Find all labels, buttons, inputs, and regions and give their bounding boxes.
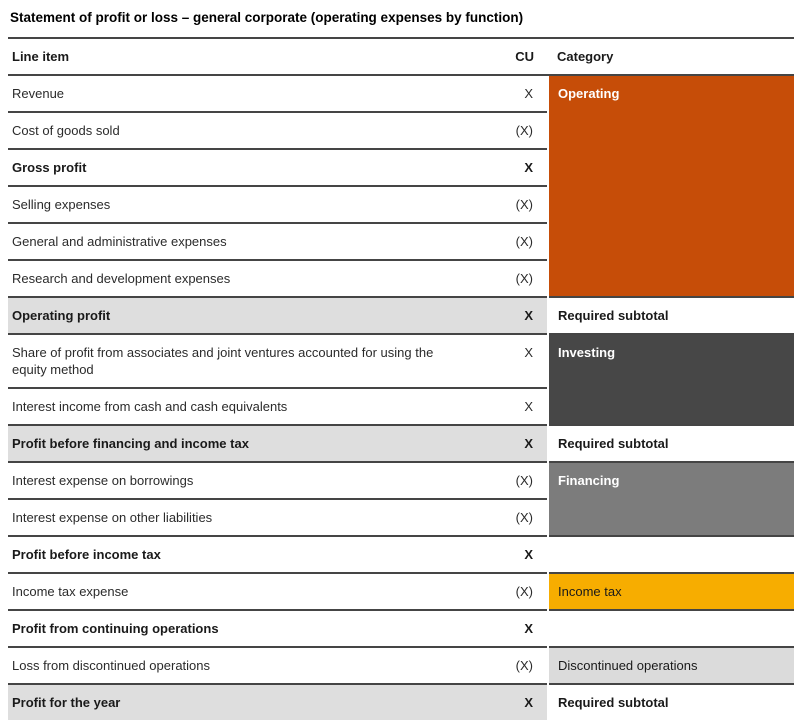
cu-value-cell: (X) xyxy=(472,111,548,149)
line-item-cell: Selling expenses xyxy=(8,185,472,223)
table-row: Income tax expense (X) Income tax xyxy=(8,572,794,610)
line-item-cell: Profit from continuing operations xyxy=(8,609,472,647)
line-item-cell: Interest expense on other liabilities xyxy=(8,498,472,536)
category-cell-operating: Operating xyxy=(547,74,794,297)
table-row: Interest income from cash and cash equiv… xyxy=(8,387,794,425)
table-row: Profit before financing and income tax X R… xyxy=(8,424,794,462)
table-row: Gross profit X xyxy=(8,148,794,186)
header-row: Line item CU Category xyxy=(8,37,794,75)
category-cell-subtotal: Required subtotal xyxy=(547,683,794,720)
cu-value-cell: X xyxy=(472,535,548,573)
table-row: Selling expenses (X) xyxy=(8,185,794,223)
line-item-cell: Income tax expense xyxy=(8,572,472,610)
line-item-cell: Interest expense on borrowings xyxy=(8,461,472,499)
cu-value-cell: (X) xyxy=(472,498,548,536)
cu-value-cell: X xyxy=(472,296,548,334)
category-cell-income_tax: Income tax xyxy=(547,572,794,610)
cu-value-cell: (X) xyxy=(472,185,548,223)
cu-value-cell: X xyxy=(472,387,548,425)
statement-title: Statement of profit or loss – general co… xyxy=(10,10,524,25)
line-item-cell: Loss from discontinued operations xyxy=(8,646,472,684)
cu-value-cell: (X) xyxy=(472,259,548,297)
cu-value-cell: (X) xyxy=(472,572,548,610)
table-row: Research and development expenses (X) xyxy=(8,259,794,297)
table-row: Profit for the year X Required subtotal xyxy=(8,683,794,720)
cu-value-cell: X xyxy=(472,424,548,462)
category-cell-empty xyxy=(547,535,794,573)
cu-value-cell: X xyxy=(472,148,548,186)
cu-value-cell: X xyxy=(472,74,548,112)
cu-value-cell: X xyxy=(472,683,548,720)
category-cell-investing: Investing xyxy=(547,333,794,425)
line-item-cell: General and administrative expenses xyxy=(8,222,472,260)
header-cu: CU xyxy=(472,37,548,75)
header-category: Category xyxy=(548,37,794,75)
line-item-cell: Profit for the year xyxy=(8,683,472,720)
category-cell-financing: Financing xyxy=(547,461,794,536)
line-item-cell: Research and development expenses xyxy=(8,259,472,297)
table-row: Interest expense on borrowings (X) Financi… xyxy=(8,461,794,536)
line-item-cell: Interest income from cash and cash equiv… xyxy=(8,387,472,425)
line-item-cell: Gross profit xyxy=(8,148,472,186)
profit-loss-table: Line item CU Category Revenue X Operating C… xyxy=(8,37,794,720)
category-cell-empty xyxy=(547,609,794,647)
line-item-cell: Profit before income tax xyxy=(8,535,472,573)
category-cell-subtotal: Required subtotal xyxy=(547,296,794,334)
header-line-item: Line item xyxy=(8,37,472,75)
table-row: Profit from continuing operations X xyxy=(8,609,794,647)
table-row: Cost of goods sold (X) xyxy=(8,111,794,149)
table-header: Line item CU Category xyxy=(8,37,794,75)
cu-value-cell: X xyxy=(472,609,548,647)
cu-value-cell: (X) xyxy=(472,646,548,684)
table-body: Revenue X Operating Cost of goods sold (X) Gr… xyxy=(8,74,794,720)
table-row: Operating profit X Required subtotal xyxy=(8,296,794,334)
table-row: General and administrative expenses (X) xyxy=(8,222,794,260)
table-row: Profit before income tax X xyxy=(8,535,794,573)
cu-value-cell: X xyxy=(472,333,548,388)
cu-value-cell: (X) xyxy=(472,222,548,260)
line-item-cell: Revenue xyxy=(8,74,472,112)
table-row: Interest expense on other liabilities (X) xyxy=(8,498,794,536)
table-row: Loss from discontinued operations (X) Disc… xyxy=(8,646,794,684)
table-row: Share of profit from associates and join… xyxy=(8,333,794,425)
cu-value-cell: (X) xyxy=(472,461,548,499)
category-cell-subtotal: Required subtotal xyxy=(547,424,794,462)
line-item-cell: Cost of goods sold xyxy=(8,111,472,149)
line-item-cell: Operating profit xyxy=(8,296,472,334)
category-cell-discontinued: Discontinued operations xyxy=(547,646,794,684)
table-row: Revenue X Operating xyxy=(8,74,794,297)
line-item-cell: Share of profit from associates and join… xyxy=(8,333,472,388)
line-item-cell: Profit before financing and income tax xyxy=(8,424,472,462)
